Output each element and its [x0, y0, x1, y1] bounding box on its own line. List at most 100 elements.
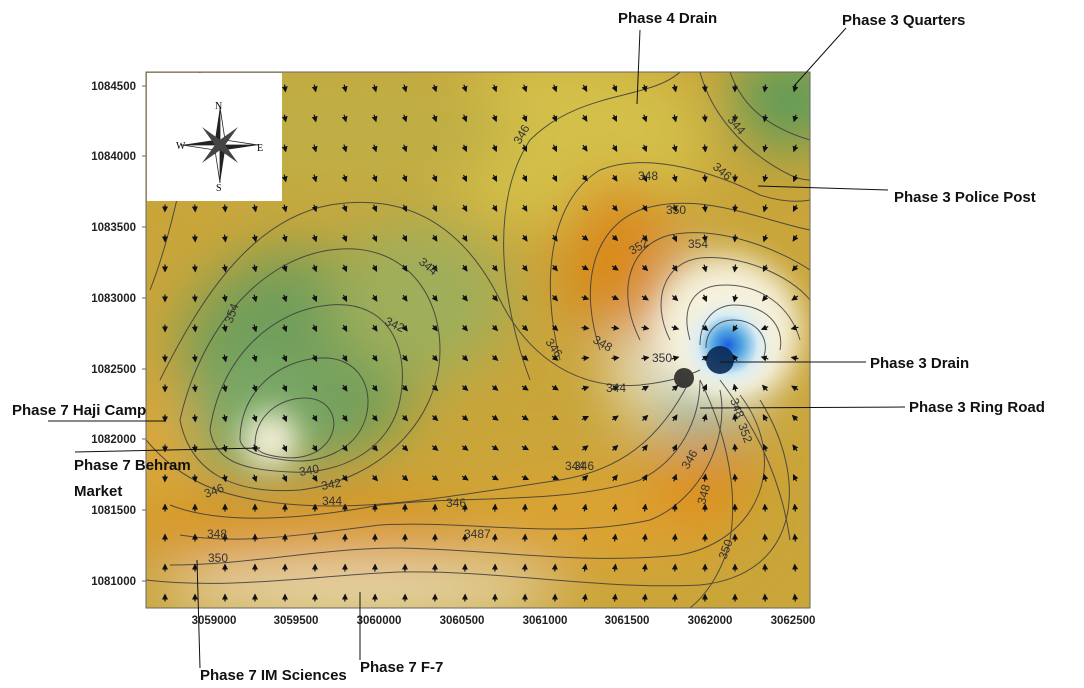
flow-arrow [311, 474, 318, 482]
flow-arrow [641, 174, 648, 183]
flow-arrow [792, 474, 799, 482]
flow-arrow [281, 384, 288, 393]
flow-arrow [581, 474, 589, 482]
flow-arrow [671, 385, 679, 392]
flow-arrow [371, 324, 378, 332]
flow-arrow [732, 473, 739, 482]
flow-arrow [611, 503, 618, 512]
flow-arrow [281, 144, 288, 153]
flow-arrow [461, 204, 468, 212]
flow-arrow [221, 444, 228, 453]
flow-arrow [760, 355, 769, 362]
flow-arrow [491, 474, 499, 481]
flow-arrow [792, 503, 799, 512]
flow-arrow [791, 385, 799, 392]
flow-arrow [341, 354, 348, 362]
flow-arrow [611, 174, 618, 182]
flow-arrow [581, 415, 589, 422]
flow-arrow [551, 174, 558, 182]
flow-arrow [611, 593, 618, 602]
flow-arrow [581, 533, 588, 542]
y-tick-label: 1081500 [91, 505, 136, 517]
flow-arrow [311, 174, 318, 183]
flow-arrow [641, 84, 648, 93]
flow-arrow [431, 204, 438, 212]
flow-arrow [191, 444, 198, 453]
flow-arrow [611, 234, 619, 242]
flow-arrow [281, 414, 288, 423]
flow-arrow [671, 324, 680, 331]
flow-arrow [341, 384, 348, 392]
flow-arrow [401, 234, 408, 242]
flow-arrow [762, 414, 769, 422]
flow-arrow [792, 174, 799, 183]
contour-label: 340 [298, 462, 320, 479]
flow-arrow [311, 204, 318, 213]
flow-arrow [431, 384, 439, 392]
flow-arrow [191, 354, 198, 363]
contour-label: 348 [694, 482, 713, 505]
flow-arrow [461, 114, 468, 123]
flow-arrow [581, 355, 590, 362]
flow-arrow [581, 204, 589, 212]
flow-arrow [311, 354, 318, 362]
flow-arrow [732, 354, 739, 362]
flow-arrow [671, 414, 678, 422]
flow-arrow [311, 114, 318, 123]
flow-arrow [431, 474, 439, 481]
flow-arrow [221, 414, 228, 423]
flow-arrow [641, 204, 648, 212]
callout-phase7-behram-market-line2: Market [74, 483, 123, 500]
flow-arrow [611, 294, 620, 301]
flow-arrow [311, 84, 318, 93]
flow-arrow [581, 324, 590, 331]
flow-arrow [791, 414, 799, 422]
contour-label: 344 [606, 381, 626, 395]
flow-arrow [641, 414, 649, 422]
flow-arrow [251, 264, 258, 273]
flow-arrow [281, 354, 288, 363]
flow-arrow [521, 324, 529, 332]
flow-arrow [341, 294, 348, 302]
flow-arrow [701, 234, 708, 243]
contour-label: 344 [322, 494, 342, 508]
flow-arrow [371, 414, 378, 422]
flow-arrow [251, 354, 258, 363]
flow-arrow [371, 384, 378, 392]
flow-arrow [551, 474, 560, 481]
flow-arrow [581, 84, 588, 92]
flow-arrow [581, 503, 588, 512]
flow-arrow [732, 234, 739, 243]
flow-arrow [401, 474, 409, 482]
flow-arrow [401, 444, 409, 452]
flow-arrow [701, 114, 708, 123]
flow-arrow [251, 234, 258, 243]
flow-arrow [431, 84, 438, 93]
flow-arrow [401, 324, 408, 332]
flow-arrow [191, 264, 198, 273]
flow-arrow [611, 533, 618, 542]
flow-arrow [581, 144, 588, 152]
flow-arrow [792, 144, 799, 153]
compass-e: E [257, 143, 263, 154]
flow-arrow [281, 474, 288, 483]
flow-arrow [551, 354, 559, 361]
flow-arrow [551, 264, 558, 272]
flow-arrow [611, 84, 618, 93]
flow-arrow [461, 324, 468, 332]
flow-arrow [641, 355, 650, 362]
flow-arrow [551, 144, 558, 153]
flow-arrow [191, 384, 198, 393]
flow-arrow [792, 444, 799, 452]
callout-phase7-f7: Phase 7 F-7 [360, 659, 444, 676]
flow-arrow [401, 204, 408, 213]
map-frame [145, 71, 811, 609]
flow-arrow [611, 114, 618, 123]
flow-arrow [341, 264, 348, 273]
flow-arrow [461, 444, 469, 451]
flow-arrow [491, 234, 498, 242]
flow-arrow [431, 414, 439, 422]
flow-arrow [281, 264, 288, 273]
flow-arrow [641, 144, 648, 153]
flow-arrow [732, 324, 739, 332]
